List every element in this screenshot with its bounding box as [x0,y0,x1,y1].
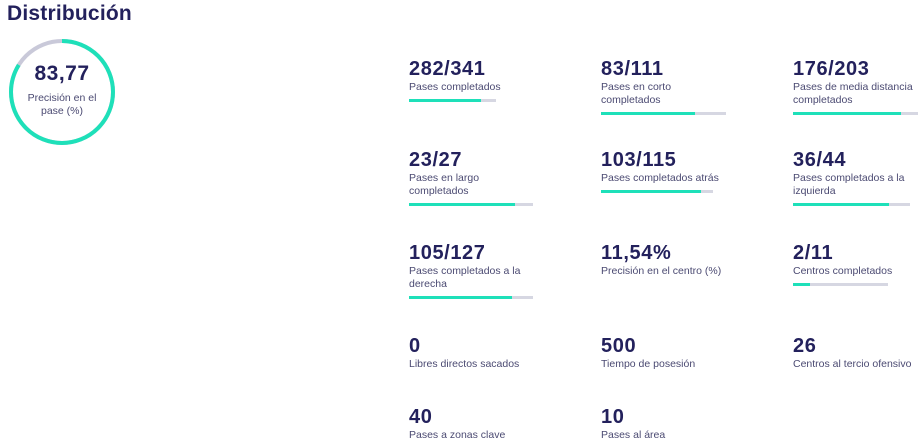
stat-item: 40 Pases a zonas clave [409,406,539,442]
stat-progress-fill [409,203,515,206]
stat-value: 105/127 [409,242,486,264]
stat-progress-fill [601,112,695,115]
gauge-label: Precisión en el pase (%) [27,92,97,117]
stat-value: 500 [601,335,637,357]
stat-item: 282/341 Pases completados [409,58,509,102]
stat-item: 23/27 Pases en largo completados [409,149,533,206]
stat-value: 176/203 [793,58,870,80]
stat-label: Centros al tercio ofensivo [793,358,912,370]
stat-label: Tiempo de posesión [601,358,696,370]
stat-item: 103/115 Pases completados atrás [601,149,731,193]
stat-value: 26 [793,335,817,357]
stat-label: Pases completados a la izquierda [793,172,905,197]
stat-item: 2/11 Centros completados [793,242,913,286]
gauge-ring [9,39,115,145]
stat-progress-bar [409,99,496,102]
stat-label: Pases completados a la derecha [409,265,521,290]
stat-label: Pases de media distancia completados [793,81,913,106]
stat-value: 11,54% [601,242,672,264]
stat-item: 0 Libres directos sacados [409,335,539,371]
stat-label: Pases en largo completados [409,172,480,197]
stat-progress-bar [601,112,726,115]
stat-value: 282/341 [409,58,486,80]
stat-progress-bar [793,112,918,115]
stat-item: 176/203 Pases de media distancia complet… [793,58,918,115]
stat-progress-bar [793,283,888,286]
stat-label: Pases a zonas clave [409,429,506,441]
stat-progress-fill [409,296,512,299]
stat-progress-fill [793,283,811,286]
pass-accuracy-gauge: 83,77 Precisión en el pase (%) [8,38,116,146]
stat-item: 500 Tiempo de posesión [601,335,731,371]
stat-label: Precisión en el centro (%) [601,265,722,277]
stat-progress-fill [601,190,702,193]
gauge-value: 83,77 [34,62,90,85]
stat-progress-fill [793,112,902,115]
stat-label: Pases completados atrás [601,172,719,184]
stat-value: 103/115 [601,149,677,171]
stat-label: Pases completados [409,81,501,93]
stat-item: 105/127 Pases completados a la derecha [409,242,533,299]
stat-value: 23/27 [409,149,463,171]
stat-label: Centros completados [793,265,893,277]
stat-progress-bar [601,190,713,193]
stat-progress-fill [793,203,889,206]
stat-value: 10 [601,406,625,428]
stat-item: 10 Pases al área [601,406,731,442]
gauge-fill [9,39,115,145]
stat-progress-bar [409,203,533,206]
stat-item: 36/44 Pases completados a la izquierda [793,149,913,206]
stat-progress-fill [409,99,481,102]
stat-item: 26 Centros al tercio ofensivo [793,335,921,371]
section-title: Distribución [7,2,132,25]
stat-value: 83/111 [601,58,664,80]
stat-value: 0 [409,335,421,357]
stat-item: 83/111 Pases en corto completados [601,58,726,115]
stat-label: Pases en corto completados [601,81,672,106]
stat-value: 36/44 [793,149,847,171]
stat-label: Libres directos sacados [409,358,520,370]
stat-value: 2/11 [793,242,834,264]
stat-progress-bar [793,203,910,206]
stat-value: 40 [409,406,433,428]
stat-label: Pases al área [601,429,666,441]
stat-item: 11,54% Precisión en el centro (%) [601,242,731,278]
stat-progress-bar [409,296,533,299]
